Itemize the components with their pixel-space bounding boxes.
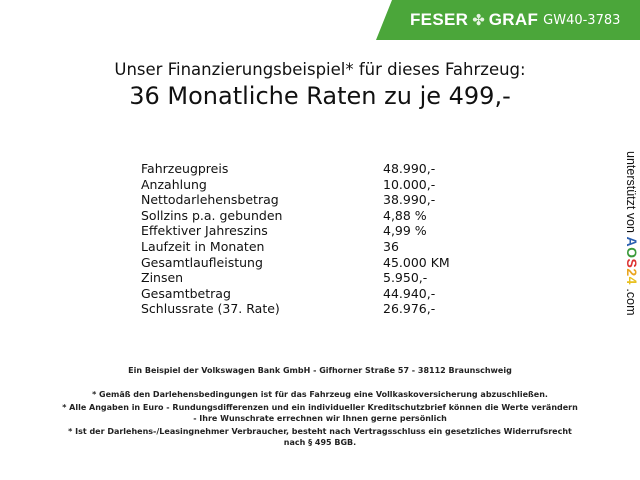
table-row: Zinsen 5.950,- xyxy=(141,270,450,286)
row-value: 44.940,- xyxy=(383,285,436,301)
row-value: 4,99 % xyxy=(383,223,427,239)
row-value: 48.990,- xyxy=(383,161,436,176)
table-row: Fahrzeugpreis 48.990,- xyxy=(141,161,450,177)
row-label: Effektiver Jahreszins xyxy=(141,223,268,239)
logo-letter: O xyxy=(624,247,640,259)
row-label: Nettodarlehensbetrag xyxy=(141,192,279,208)
table-row: Gesamtbetrag 44.940,- xyxy=(141,286,450,302)
row-label: Zinsen xyxy=(141,270,184,286)
brand-right: GRAF xyxy=(488,10,539,29)
row-label: Schlussrate (37. Rate) xyxy=(141,301,280,317)
row-value: 36 xyxy=(383,238,399,254)
table-row: Gesamtlaufleistung 45.000 KM xyxy=(141,255,450,271)
clover-icon: ✤ xyxy=(472,11,485,29)
bank-info: Ein Beispiel der Volkswagen Bank GmbH - … xyxy=(128,366,512,375)
supported-by-text: unterstützt von xyxy=(624,151,638,233)
row-label: Sollzins p.a. gebunden xyxy=(141,207,283,223)
title-line2: 36 Monatliche Raten zu je 499,- xyxy=(129,82,511,110)
supported-by-domain: .com xyxy=(624,288,638,316)
table-row: Schlussrate (37. Rate) 26.976,- xyxy=(141,301,450,317)
brand-left: FESER xyxy=(410,10,469,29)
row-label: Gesamtbetrag xyxy=(141,285,231,301)
row-label: Gesamtlaufleistung xyxy=(141,254,263,270)
table-row: Sollzins p.a. gebunden 4,88 % xyxy=(141,208,450,224)
logo-letter: S xyxy=(624,258,640,269)
logo-letter: 2 xyxy=(624,268,640,277)
footnote: - Ihre Wunschrate errechnen wir Ihnen ge… xyxy=(193,414,447,423)
table-row: Anzahlung 10.000,- xyxy=(141,177,450,193)
footnote: * Gemäß den Darlehensbedingungen ist für… xyxy=(92,390,548,399)
row-value: 10.000,- xyxy=(383,176,436,192)
table-row: Laufzeit in Monaten 36 xyxy=(141,239,450,255)
row-value: 26.976,- xyxy=(383,301,436,317)
table-row: Effektiver Jahreszins 4,99 % xyxy=(141,223,450,239)
table-row: Nettodarlehensbetrag 38.990,- xyxy=(141,192,450,208)
row-label: Laufzeit in Monaten xyxy=(141,238,265,254)
dealer-banner: FESER ✤ GRAF GW40-3783 xyxy=(376,0,640,40)
logo-letter: 4 xyxy=(624,276,640,285)
vehicle-code: GW40-3783 xyxy=(543,12,621,28)
finance-table: Fahrzeugpreis 48.990,- Anzahlung 10.000,- … xyxy=(141,161,450,317)
row-value: 4,88 % xyxy=(383,207,427,223)
footnote: nach § 495 BGB. xyxy=(283,438,357,447)
row-value: 45.000 KM xyxy=(383,254,450,270)
footnote: * Alle Angaben in Euro - Rundungsdiffere… xyxy=(62,403,578,412)
row-value: 5.950,- xyxy=(383,270,428,286)
footnote: * Ist der Darlehens-/Leasingnehmer Verbr… xyxy=(68,427,572,436)
aos24-logo: AOS24 xyxy=(624,236,640,284)
logo-letter: A xyxy=(624,236,640,248)
title-line1: Unser Finanzierungsbeispiel* für dieses … xyxy=(114,60,526,79)
row-label: Anzahlung xyxy=(141,176,207,192)
supported-by: unterstützt von AOS24 .com xyxy=(624,151,640,351)
row-value: 38.990,- xyxy=(383,192,436,208)
row-label: Fahrzeugpreis xyxy=(141,161,229,176)
